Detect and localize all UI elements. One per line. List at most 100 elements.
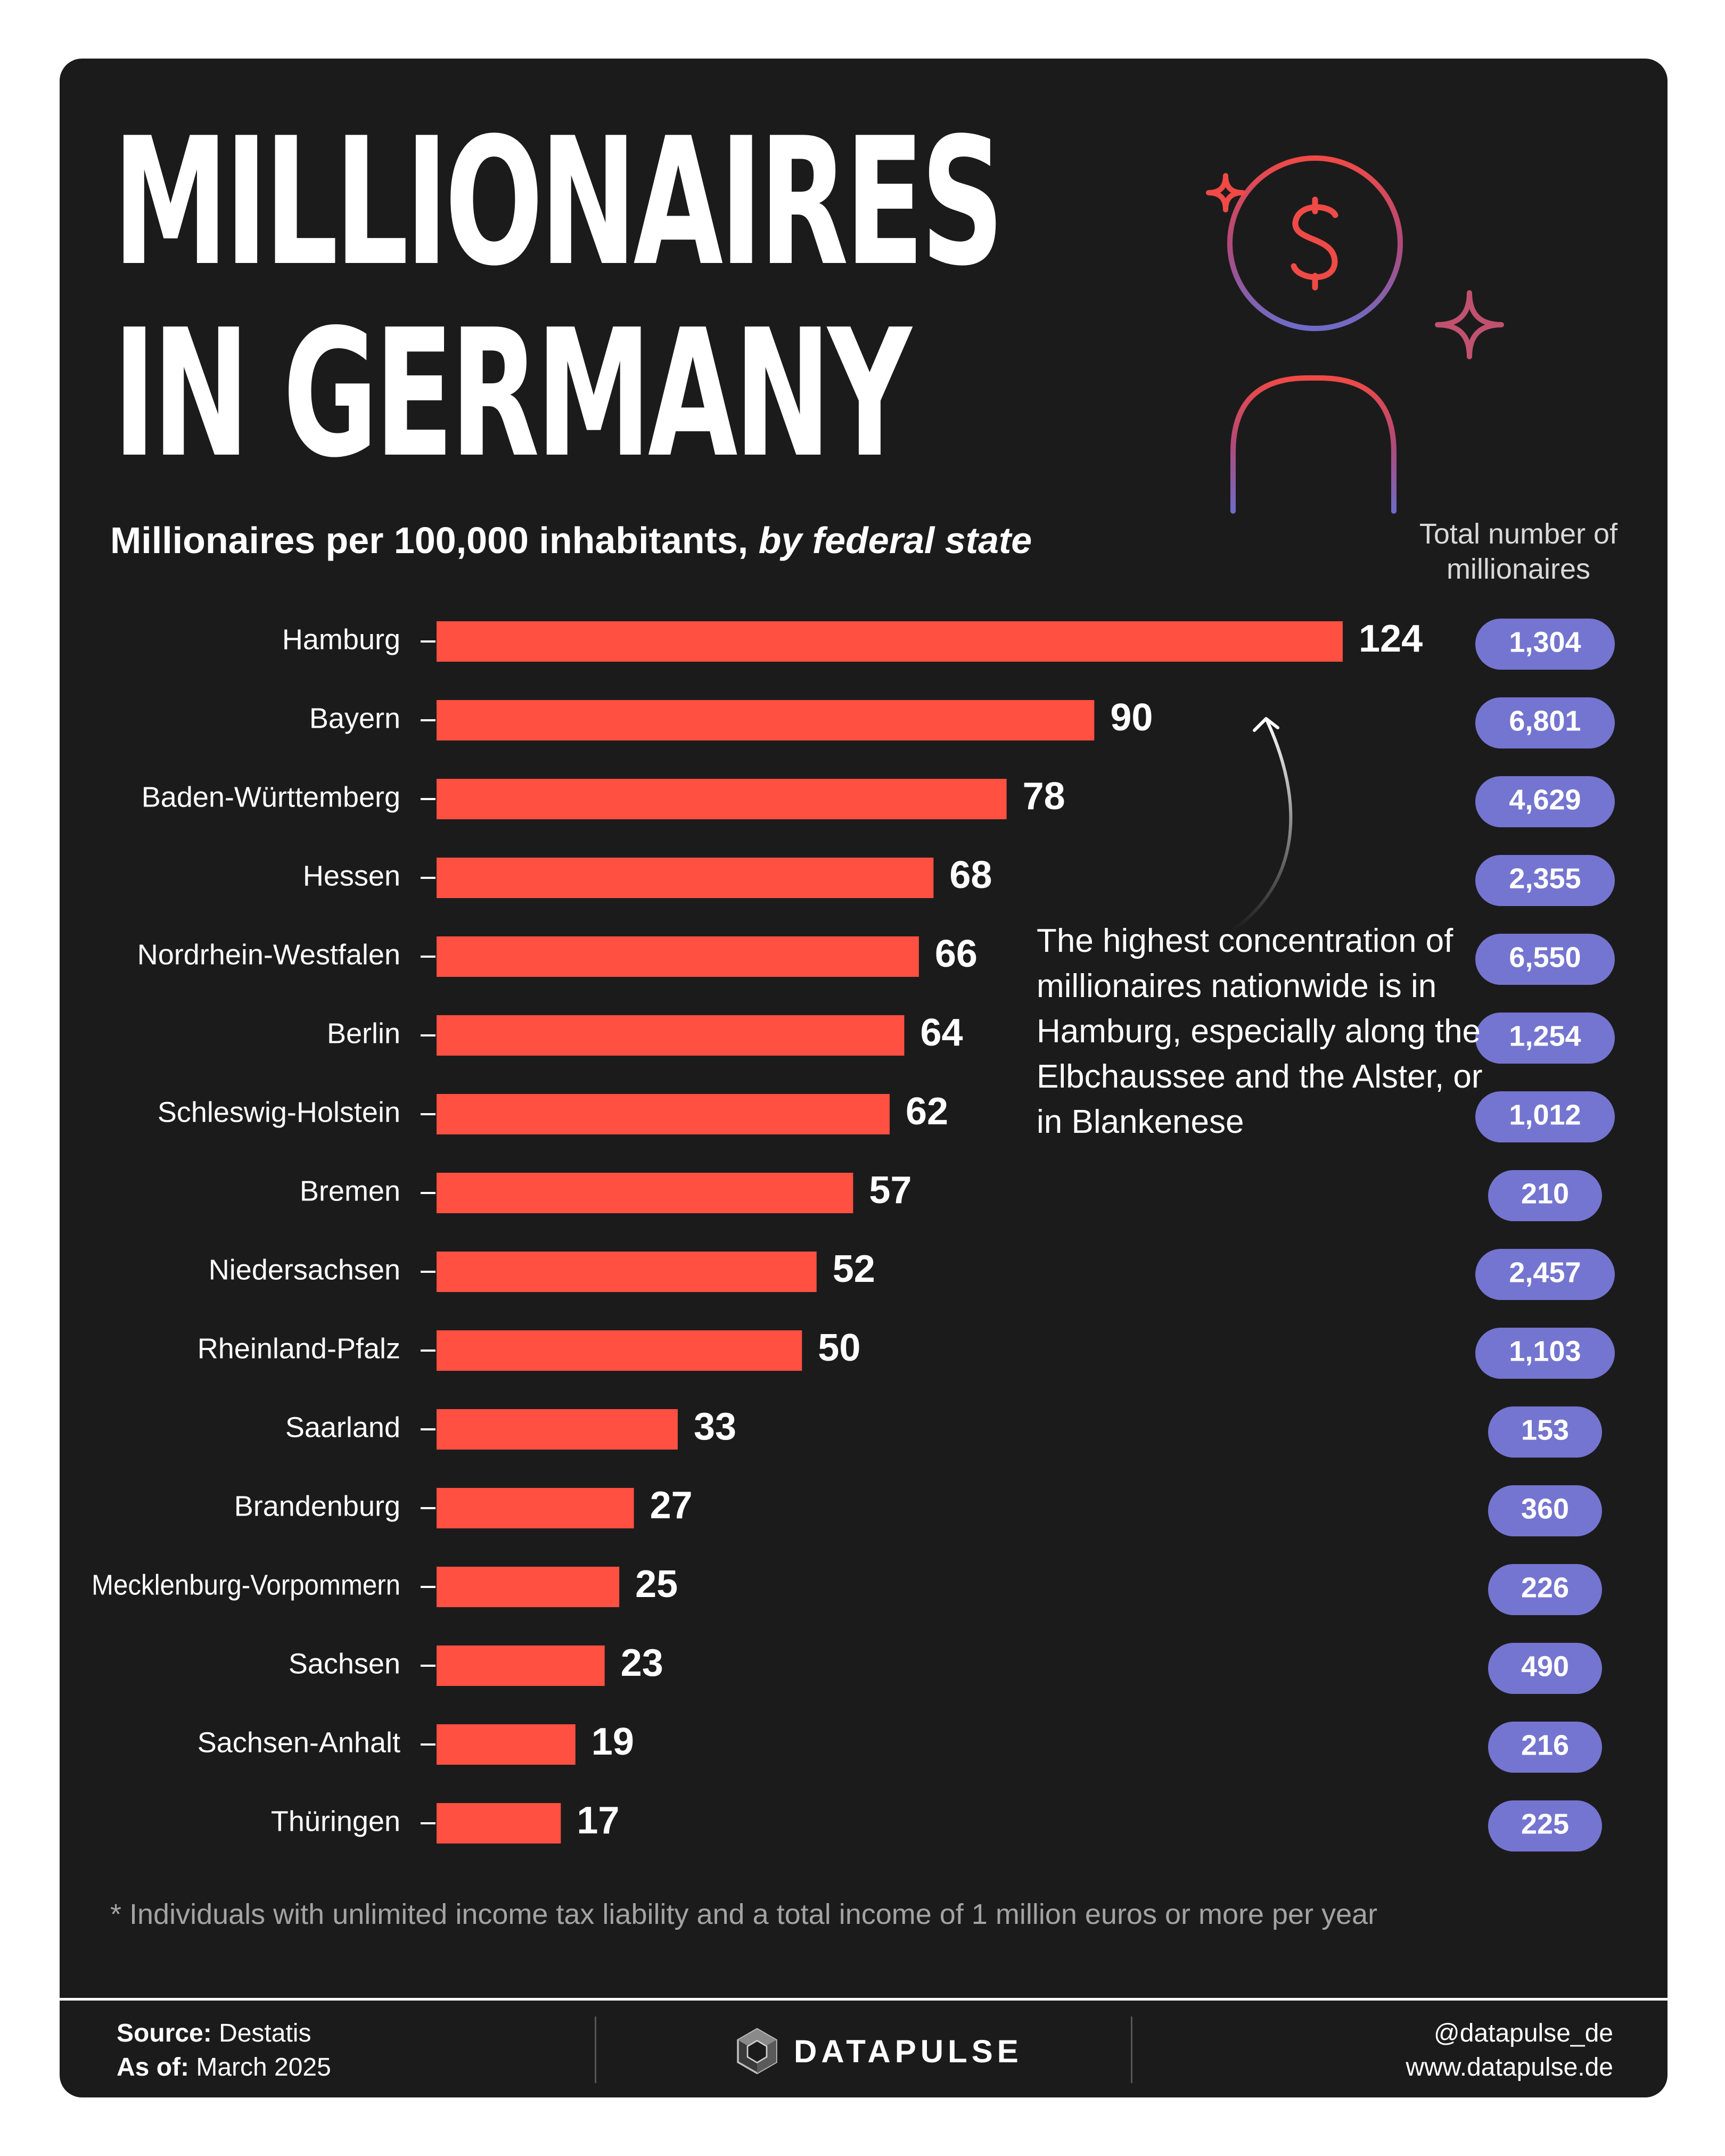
category-label: Hamburg	[282, 623, 400, 655]
total-pill	[1488, 1722, 1602, 1773]
total-pill	[1475, 776, 1615, 827]
bar	[437, 1173, 853, 1213]
bar	[437, 1488, 634, 1528]
total-column-header: Total number of millionaires	[1419, 518, 1618, 585]
source-label: Source:	[117, 2019, 212, 2047]
bar	[437, 1409, 678, 1450]
category-label: Sachsen	[289, 1648, 400, 1680]
bar	[437, 621, 1343, 662]
value-label: 50	[818, 1327, 860, 1369]
chart-subtitle: Millionaires per 100,000 inhabitants, by…	[110, 519, 1032, 562]
bar	[437, 1330, 802, 1371]
value-label: 78	[1023, 775, 1065, 818]
category-label: Saarland	[285, 1411, 400, 1443]
annotation-arrow	[1229, 717, 1293, 933]
category-label: Schleswig-Holstein	[158, 1096, 400, 1128]
person-body-outline	[1230, 375, 1397, 514]
category-label: Sachsen-Anhalt	[198, 1726, 400, 1758]
total-pill	[1475, 1328, 1615, 1379]
value-label: 23	[621, 1642, 663, 1684]
millionaire-icon	[1127, 155, 1505, 514]
value-label: 90	[1110, 696, 1153, 739]
value-label: 68	[949, 854, 992, 896]
total-value: 1,304	[1509, 626, 1581, 658]
category-label: Hessen	[303, 860, 400, 892]
total-value: 360	[1521, 1493, 1569, 1525]
total-pill	[1488, 1643, 1602, 1694]
infographic-card: MILLIONAIRES IN GERMANY Millionaires per…	[60, 59, 1668, 2097]
value-label: 33	[694, 1405, 736, 1448]
total-pill	[1475, 934, 1615, 985]
bar	[437, 1803, 561, 1844]
total-value: 6,550	[1509, 941, 1581, 973]
asof-label: As of:	[117, 2053, 189, 2081]
bar	[437, 936, 919, 977]
total-value: 6,801	[1509, 705, 1581, 737]
total-value: 490	[1521, 1650, 1569, 1682]
bar	[437, 700, 1095, 740]
total-pill	[1488, 1170, 1602, 1221]
total-value: 1,254	[1509, 1020, 1581, 1052]
social-handle: @datapulse_de	[1434, 2019, 1613, 2047]
footer-divider	[595, 2017, 596, 2083]
title-line-2: IN GERMANY	[113, 292, 911, 496]
value-label: 64	[920, 1011, 963, 1054]
category-label: Brandenburg	[234, 1490, 400, 1522]
category-label: Nordrhein-Westfalen	[137, 939, 400, 970]
sparkle-icon	[1206, 173, 1245, 212]
footer-divider	[1131, 2017, 1132, 2083]
bar	[437, 858, 934, 898]
brand-name: DATAPULSE	[794, 2033, 1023, 2069]
total-pill	[1475, 855, 1615, 906]
subtitle-italic: by federal state	[758, 520, 1032, 561]
value-label: 17	[577, 1799, 619, 1842]
total-value: 1,012	[1509, 1099, 1581, 1131]
total-pill	[1488, 1485, 1602, 1536]
footer: Source: Destatis As of: March 2025 DATAP…	[60, 1998, 1668, 2097]
bar	[437, 1645, 605, 1686]
total-pill	[1475, 1091, 1615, 1142]
title-line-1: MILLIONAIRES	[113, 100, 1004, 305]
total-value: 153	[1521, 1414, 1569, 1446]
value-label: 27	[650, 1484, 693, 1527]
category-label: Berlin	[327, 1017, 400, 1049]
total-pill	[1475, 619, 1615, 670]
total-pill	[1475, 1013, 1615, 1064]
total-value: 4,629	[1509, 784, 1581, 816]
value-label: 66	[935, 933, 978, 975]
value-label: 62	[906, 1090, 948, 1133]
bar	[437, 1015, 905, 1056]
bar-chart: Hamburg 124 1,304 Bayern 90 6,801 Baden-Württe…	[92, 618, 1615, 1851]
social-info: @datapulse_de www.datapulse.de	[1406, 2017, 1613, 2085]
total-pill	[1488, 1800, 1602, 1851]
footnote: * Individuals with unlimited income tax …	[110, 1898, 1378, 1930]
category-label: Bayern	[309, 702, 400, 734]
total-pill	[1475, 1249, 1615, 1300]
category-label: Thüringen	[271, 1805, 400, 1837]
page-title: MILLIONAIRES IN GERMANY	[113, 100, 1004, 496]
source-value: Destatis	[219, 2019, 311, 2047]
bar	[437, 779, 1007, 819]
brand-logo: DATAPULSE	[733, 2027, 1023, 2075]
total-value: 225	[1521, 1808, 1569, 1840]
total-pill	[1488, 1406, 1602, 1458]
subtitle-main: Millionaires per 100,000 inhabitants,	[110, 520, 749, 561]
total-pill	[1488, 1564, 1602, 1615]
total-value: 1,103	[1509, 1335, 1581, 1367]
datapulse-logo-icon	[737, 2028, 777, 2075]
bar	[437, 1252, 817, 1292]
total-value: 226	[1521, 1571, 1569, 1603]
value-label: 124	[1359, 618, 1423, 660]
website-link: www.datapulse.de	[1406, 2053, 1613, 2081]
coin-head-outline	[1227, 155, 1403, 331]
category-label: Mecklenburg-Vorpommern	[92, 1569, 400, 1601]
asof-value: March 2025	[196, 2053, 331, 2081]
bar	[437, 1724, 576, 1765]
hamburg-annotation: The highest concentration of millionaire…	[1037, 923, 1483, 1140]
value-label: 19	[592, 1721, 634, 1763]
category-label: Rheinland-Pfalz	[198, 1332, 400, 1364]
value-label: 52	[833, 1248, 875, 1290]
total-pill	[1475, 697, 1615, 748]
total-value: 216	[1521, 1729, 1569, 1761]
category-label: Niedersachsen	[209, 1254, 400, 1286]
